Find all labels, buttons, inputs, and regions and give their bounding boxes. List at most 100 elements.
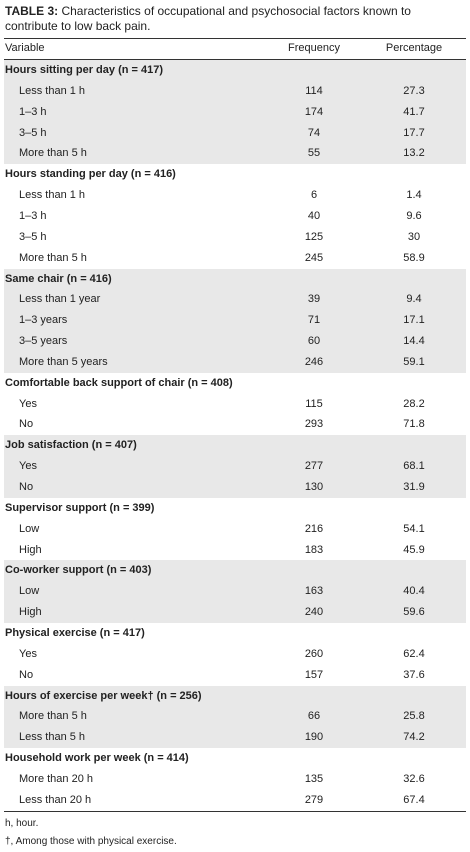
row-label: Less than 1 h — [19, 84, 86, 97]
group-title: Job satisfaction (n = 407) — [5, 439, 137, 452]
row-label: No — [19, 481, 34, 493]
frequency: 245 — [304, 251, 324, 264]
frequency: 293 — [304, 418, 324, 431]
frequency: 115 — [305, 397, 323, 410]
row-label: Less than 20 h — [19, 793, 92, 806]
table-label: TABLE 3: — [5, 4, 59, 18]
group-row: Co-worker support (n = 403) — [4, 560, 466, 582]
rule — [4, 59, 466, 60]
footnote: h, hour. — [5, 818, 39, 829]
percentage: 71.8 — [403, 418, 425, 431]
percentage: 17.1 — [403, 314, 425, 327]
group-row: Hours standing per day (n = 416) — [4, 164, 466, 185]
group-title: Hours sitting per day (n = 417) — [5, 64, 164, 76]
data-row: Less than 1 h 6 1.4 — [4, 185, 466, 206]
data-row: No 130 31.9 — [4, 477, 466, 498]
data-row: More than 5 h 66 25.8 — [4, 706, 466, 728]
group-title: Co-worker support (n = 403) — [5, 564, 152, 577]
row-label: Less than 1 year — [19, 293, 101, 306]
percentage: 9.6 — [406, 209, 422, 222]
group-row: Same chair (n = 416) — [4, 268, 466, 290]
percentage: 32.6 — [403, 772, 425, 785]
data-row: 3–5 h 74 17.7 — [4, 122, 466, 144]
frequency: 190 — [304, 731, 324, 744]
row-label: 3–5 h — [19, 126, 47, 139]
frequency: 40 — [307, 209, 321, 222]
percentage: 59.6 — [403, 606, 425, 619]
group-title: Hours of exercise per week† (n = 256) — [5, 689, 202, 702]
data-row: Less than 5 h 190 74.2 — [4, 727, 466, 749]
table-caption: Characteristics of occupational and psyc… — [5, 4, 411, 33]
group-row: Comfortable back support of chair (n = 4… — [4, 373, 466, 394]
percentage: 1.4 — [406, 189, 422, 202]
row-label: Less than 5 h — [19, 731, 86, 744]
data-row: Low 216 54.1 — [4, 519, 466, 540]
frequency: 114 — [305, 84, 323, 97]
row-label: High — [19, 606, 42, 619]
data-row: Less than 20 h 279 67.4 — [4, 790, 466, 811]
frequency: 157 — [304, 668, 324, 681]
row-label: More than 20 h — [19, 772, 93, 785]
row-label: Yes — [19, 647, 37, 660]
percentage: 37.6 — [403, 668, 425, 681]
row-label: More than 5 h — [19, 147, 87, 160]
row-label: More than 5 h — [19, 710, 87, 723]
frequency: 216 — [304, 522, 324, 535]
row-label: More than 5 h — [19, 251, 87, 264]
frequency: 279 — [304, 793, 324, 806]
data-row: Yes 277 68.1 — [4, 456, 466, 478]
group-title: Supervisor support (n = 399) — [5, 501, 155, 514]
group-title: Same chair (n = 416) — [5, 272, 112, 285]
data-row: High 183 45.9 — [4, 540, 466, 561]
data-row: Yes 115 28.2 — [4, 394, 466, 415]
row-label: No — [19, 418, 34, 431]
frequency: 6 — [310, 189, 318, 202]
header-cell: Variable — [5, 42, 45, 54]
data-row: 1–3 years 71 17.1 — [4, 310, 466, 332]
frequency: 71 — [307, 314, 321, 327]
data-row: Low 163 40.4 — [4, 581, 466, 603]
frequency: 163 — [304, 585, 324, 598]
frequency: 183 — [304, 543, 324, 556]
data-row: 3–5 h 125 30 — [4, 227, 466, 248]
table-title: TABLE 3: Characteristics of occupational… — [5, 4, 465, 34]
percentage: 27.3 — [403, 84, 425, 97]
group-title: Household work per week (n = 414) — [5, 752, 189, 765]
header-row: Variable Frequency Percentage — [4, 38, 466, 59]
frequency: 60 — [307, 335, 321, 348]
data-row: No 293 71.8 — [4, 414, 466, 435]
data-row: No 157 37.6 — [4, 665, 466, 686]
data-row: More than 5 years 246 59.1 — [4, 351, 466, 373]
percentage: 17.7 — [403, 126, 425, 139]
frequency: 74 — [307, 126, 321, 139]
rule — [4, 811, 466, 812]
data-row: Less than 1 h 114 27.3 — [4, 80, 466, 102]
data-row: More than 20 h 135 32.6 — [4, 769, 466, 790]
row-label: Yes — [19, 460, 37, 473]
frequency: 246 — [304, 355, 324, 368]
group-title: Physical exercise (n = 417) — [5, 626, 145, 639]
frequency: 240 — [304, 606, 324, 619]
frequency: 125 — [304, 230, 324, 243]
row-label: More than 5 years — [19, 355, 108, 368]
header-cell: Percentage — [385, 42, 443, 54]
percentage: 40.4 — [403, 585, 425, 598]
row-label: 3–5 years — [19, 335, 68, 348]
frequency: 260 — [304, 647, 324, 660]
data-row: 1–3 h 174 41.7 — [4, 101, 466, 123]
percentage: 54.1 — [403, 522, 425, 535]
row-label: Low — [19, 585, 40, 598]
footnote: †, Among those with physical exercise. — [5, 836, 177, 847]
frequency: 135 — [304, 772, 324, 785]
frequency: 55 — [307, 147, 321, 160]
row-label: 1–3 h — [19, 105, 47, 118]
group-row: Household work per week (n = 414) — [4, 748, 466, 769]
group-row: Supervisor support (n = 399) — [4, 498, 466, 519]
group-title: Hours standing per day (n = 416) — [5, 168, 176, 181]
frequency: 277 — [304, 460, 324, 473]
row-label: High — [19, 543, 42, 556]
frequency: 66 — [307, 710, 321, 723]
group-row: Hours of exercise per week† (n = 256) — [4, 685, 466, 707]
data-row: Yes 260 62.4 — [4, 644, 466, 665]
frequency: 130 — [304, 481, 324, 493]
